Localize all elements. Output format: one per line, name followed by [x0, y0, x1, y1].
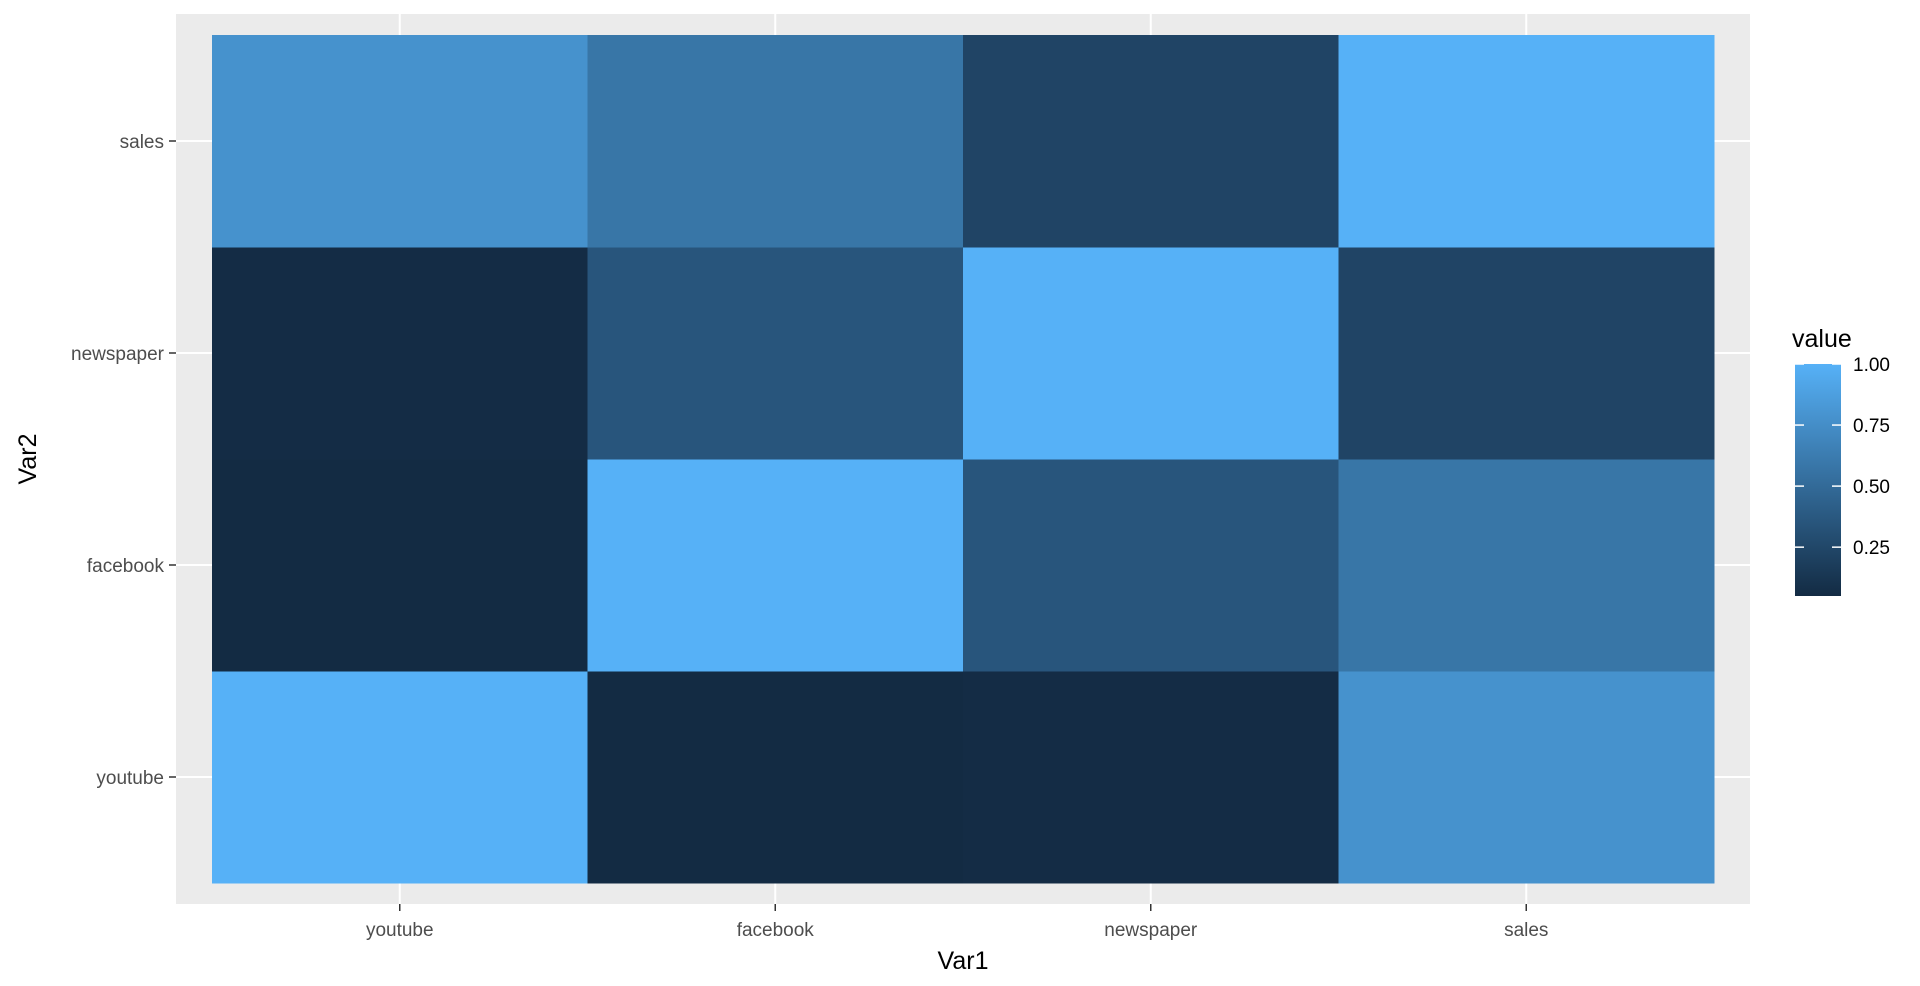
heatmap-tile-newspaper-newspaper	[963, 247, 1339, 460]
x-axis: youtube facebook newspaper sales	[366, 904, 1548, 941]
heatmap-tile-newspaper-facebook	[963, 459, 1339, 672]
legend: value 1.00 0.75 0.50 0.25	[1792, 325, 1890, 596]
heatmap-tile-sales-facebook	[1338, 459, 1715, 672]
heatmap-tile-youtube-newspaper	[212, 247, 588, 460]
legend-break-label: 0.75	[1853, 416, 1890, 437]
y-tick-label: newspaper	[71, 344, 165, 365]
x-tick-label: newspaper	[1104, 920, 1198, 941]
heatmap-tile-facebook-sales	[587, 35, 964, 248]
x-tick-label: sales	[1504, 920, 1548, 941]
y-tick-label: sales	[120, 132, 164, 153]
y-axis: youtube facebook newspaper sales	[71, 132, 176, 789]
y-tick-label: youtube	[96, 768, 164, 789]
heatmap-tile-facebook-newspaper	[587, 247, 964, 460]
heatmap-tile-youtube-sales	[212, 35, 588, 248]
x-tick-label: youtube	[366, 920, 434, 941]
heatmap-tile-youtube-youtube	[212, 671, 588, 884]
heatmap-tile-sales-sales	[1338, 35, 1715, 248]
heatmap-tile-sales-youtube	[1338, 671, 1715, 884]
heatmap-tile-newspaper-sales	[963, 35, 1339, 248]
y-axis-title: Var2	[14, 434, 42, 485]
heatmap-tile-newspaper-youtube	[963, 671, 1339, 884]
legend-break-label: 1.00	[1853, 355, 1890, 376]
legend-title: value	[1792, 325, 1852, 353]
legend-break-label: 0.25	[1853, 538, 1890, 559]
legend-break-label: 0.50	[1853, 477, 1890, 498]
x-axis-title: Var1	[938, 947, 989, 975]
heatmap-tile-facebook-facebook	[587, 459, 964, 672]
heatmap-tile-youtube-facebook	[212, 459, 588, 672]
heatmap-tile-sales-newspaper	[1338, 247, 1715, 460]
heatmap-tiles	[212, 35, 1715, 884]
heatmap-tile-facebook-youtube	[587, 671, 964, 884]
y-tick-label: facebook	[87, 556, 165, 577]
x-tick-label: facebook	[737, 920, 815, 941]
legend-colorbar	[1795, 364, 1841, 596]
